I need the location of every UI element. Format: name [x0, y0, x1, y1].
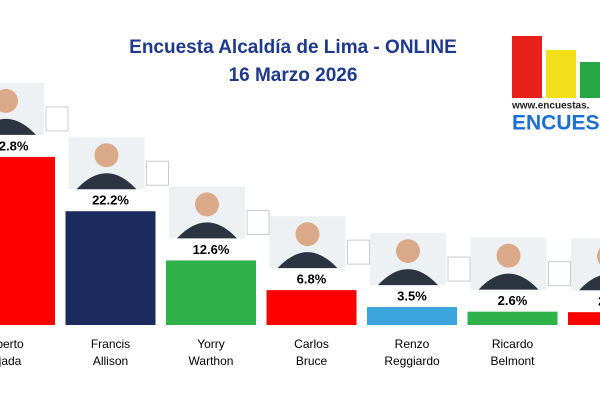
logo-url: www.encuestas.	[511, 101, 590, 112]
party-logo	[146, 160, 169, 186]
value-label: 2.5%	[598, 294, 600, 309]
photo-body	[0, 119, 36, 135]
x-tick-label: Francis	[91, 337, 130, 351]
bar	[0, 156, 55, 325]
logo-name: ENCUES	[512, 112, 600, 135]
photo-body	[378, 269, 438, 286]
bar	[367, 307, 457, 325]
x-tick-label: Allison	[93, 354, 128, 368]
x-tick-label: Carlos	[294, 337, 329, 351]
value-label: 22.2%	[92, 193, 129, 208]
party-logo	[246, 209, 270, 235]
bar	[467, 311, 558, 325]
party-logo	[347, 239, 370, 265]
x-tick-label: berto	[0, 337, 24, 351]
logo-block	[580, 62, 600, 98]
x-tick-label: Bruce	[296, 354, 328, 368]
logo-block	[512, 36, 542, 98]
value-label: 3.5%	[397, 289, 427, 304]
x-tick-label: Reggiardo	[384, 354, 440, 368]
photo-body	[177, 222, 237, 239]
photo-body	[478, 273, 539, 290]
chart-subtitle: 16 Marzo 2026	[229, 65, 358, 86]
photo-head	[0, 88, 18, 113]
logo: www.encuestas. ENCUES	[511, 36, 600, 135]
bar	[65, 211, 156, 325]
value-label: 12.6%	[193, 242, 230, 257]
photo-head	[94, 143, 119, 168]
photo-head	[496, 243, 521, 268]
bar	[568, 312, 600, 325]
party-logo	[548, 261, 571, 287]
x-tick-label: Belmont	[490, 354, 535, 368]
photo-head	[295, 222, 320, 247]
photo-body	[76, 173, 137, 190]
value-label: 32.8%	[0, 138, 29, 153]
photo-head	[195, 192, 219, 217]
photo-head	[396, 239, 420, 264]
party-logo	[447, 256, 471, 282]
chart-title: Encuesta Alcaldía de Lima - ONLINE	[129, 37, 457, 58]
x-tick-label: Yorry	[197, 337, 225, 351]
x-tick-label: Renzo	[395, 337, 430, 351]
photo-body	[277, 252, 338, 269]
value-label: 2.6%	[498, 293, 528, 308]
logo-block	[546, 50, 576, 98]
value-label: 6.8%	[297, 272, 327, 287]
bar	[166, 260, 256, 325]
x-tick-label: Warthon	[189, 354, 234, 368]
x-tick-label: jada	[0, 354, 22, 368]
photo-body	[579, 275, 600, 291]
bar	[266, 290, 357, 325]
party-logo	[45, 106, 69, 132]
photo-head	[597, 248, 600, 265]
x-tick-label: Ricardo	[492, 337, 534, 351]
